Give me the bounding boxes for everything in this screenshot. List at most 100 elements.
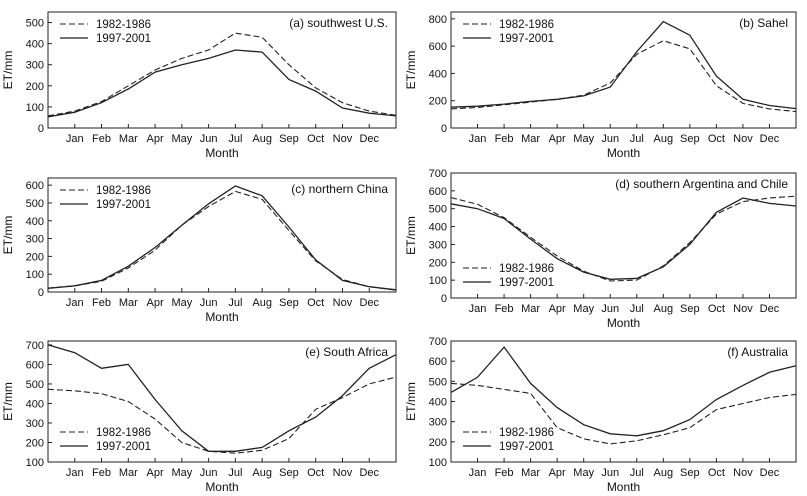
x-tick-label: Feb: [495, 467, 514, 479]
series-line-1982-1986: [450, 195, 797, 282]
series-line-1982-1986: [450, 382, 797, 445]
x-tick-label: Nov: [733, 133, 753, 145]
y-tick-label: 300: [429, 417, 447, 429]
legend-label: 1982-1986: [96, 19, 151, 31]
x-tick-label: Dec: [760, 133, 780, 145]
y-tick-label: 500: [429, 204, 447, 216]
panel-c: 0 100 200 300 400 500 600 Jan Feb Mar Apr May Jun Jul…: [1, 177, 397, 324]
y-tick-label: 0: [38, 123, 44, 135]
y-tick-label: 700: [429, 336, 447, 348]
x-axis-label: Month: [607, 316, 640, 330]
x-tick-label: Dec: [359, 297, 379, 309]
x-tick-label: Jul: [630, 303, 644, 315]
plot-frame: [47, 177, 397, 293]
x-tick-label: Feb: [92, 297, 111, 309]
plot-frame: [450, 11, 797, 129]
y-tick-label: 100: [26, 269, 44, 281]
y-tick-label: 200: [429, 257, 447, 269]
x-tick-label: Aug: [252, 133, 272, 145]
series-line-1997-2001: [450, 20, 797, 110]
x-tick-label: Jul: [228, 297, 242, 309]
legend-label: 1997-2001: [499, 441, 554, 453]
x-tick-label: Oct: [708, 133, 725, 145]
panel-title: (b) Sahel: [739, 16, 788, 30]
y-tick-label: 0: [38, 287, 44, 299]
panel-title: (c) northern China: [291, 182, 388, 196]
x-tick-label: Mar: [521, 303, 540, 315]
x-tick-label: Oct: [708, 303, 725, 315]
x-tick-label: Apr: [147, 133, 164, 145]
y-tick-label: 300: [26, 60, 44, 72]
y-axis-label: ET/mm: [1, 51, 15, 90]
x-tick-label: Feb: [495, 303, 514, 315]
x-tick-label: May: [171, 133, 192, 145]
y-axis-label: ET/mm: [404, 382, 418, 421]
x-tick-label: May: [573, 133, 594, 145]
x-tick-label: Oct: [307, 467, 324, 479]
y-tick-label: 300: [26, 234, 44, 246]
x-tick-label: Jul: [228, 467, 242, 479]
y-tick-label: 200: [26, 251, 44, 263]
y-tick-label: 500: [26, 379, 44, 391]
panel-title: (f) Australia: [727, 345, 788, 359]
x-tick-label: Jun: [601, 467, 619, 479]
x-tick-label: Mar: [521, 133, 540, 145]
x-tick-label: Jun: [200, 297, 218, 309]
x-tick-label: Mar: [119, 297, 138, 309]
y-tick-label: 600: [26, 359, 44, 371]
x-axis-label: Month: [607, 146, 640, 160]
x-tick-label: Aug: [654, 303, 674, 315]
y-tick-label: 0: [441, 293, 447, 305]
legend-label: 1982-1986: [499, 19, 554, 31]
x-tick-label: Feb: [92, 467, 111, 479]
x-tick-label: Aug: [654, 133, 674, 145]
y-tick-label: 300: [26, 418, 44, 430]
y-axis-label: ET/mm: [404, 51, 418, 90]
y-tick-label: 200: [429, 96, 447, 108]
x-axis-label: Month: [205, 480, 238, 494]
x-tick-label: May: [573, 303, 594, 315]
y-tick-label: 600: [429, 41, 447, 53]
x-tick-label: Sep: [680, 133, 700, 145]
y-tick-label: 400: [26, 216, 44, 228]
y-tick-label: 400: [429, 68, 447, 80]
y-tick-label: 700: [429, 168, 447, 180]
x-tick-label: May: [573, 467, 594, 479]
y-axis-label: ET/mm: [404, 216, 418, 255]
y-tick-label: 100: [26, 457, 44, 469]
x-tick-label: Jun: [601, 303, 619, 315]
y-tick-label: 700: [26, 340, 44, 352]
x-tick-label: Jul: [630, 467, 644, 479]
x-axis-label: Month: [205, 146, 238, 160]
x-tick-label: Dec: [760, 467, 780, 479]
x-tick-label: Jan: [469, 467, 487, 479]
series-line-1997-2001: [47, 49, 397, 118]
series-line-1997-2001: [47, 185, 397, 291]
x-tick-label: Apr: [549, 303, 566, 315]
x-tick-label: Nov: [733, 303, 753, 315]
x-tick-label: Dec: [760, 303, 780, 315]
legend-label: 1982-1986: [96, 185, 151, 197]
series-line-1997-2001: [450, 346, 797, 437]
panel-a: 0 100 200 300 400 500 Jan Feb Mar Apr May Jun Jul Aug…: [1, 11, 397, 160]
x-tick-label: Sep: [279, 467, 299, 479]
y-tick-label: 400: [26, 39, 44, 51]
legend-label: 1997-2001: [499, 277, 554, 289]
x-tick-label: Sep: [680, 303, 700, 315]
x-tick-label: Oct: [307, 133, 324, 145]
x-axis-label: Month: [607, 480, 640, 494]
legend-label: 1997-2001: [96, 441, 151, 453]
y-tick-label: 100: [429, 275, 447, 287]
x-tick-label: Apr: [549, 133, 566, 145]
panel-title: (e) South Africa: [305, 345, 388, 359]
y-tick-label: 600: [429, 356, 447, 368]
series-line-1982-1986: [450, 40, 797, 113]
panel-f: 100 200 300 400 500 600 700 Jan Feb Mar Apr May Jun J…: [404, 336, 797, 494]
series-line-1997-2001: [47, 344, 397, 452]
panel-d: 0 100 200 300 400 500 600 700 Jan Feb Mar Apr May Jun…: [404, 168, 797, 330]
x-tick-label: Aug: [654, 467, 674, 479]
x-tick-label: Nov: [333, 133, 353, 145]
y-tick-label: 400: [429, 222, 447, 234]
legend-label: 1997-2001: [499, 33, 554, 45]
x-tick-label: Feb: [495, 133, 514, 145]
